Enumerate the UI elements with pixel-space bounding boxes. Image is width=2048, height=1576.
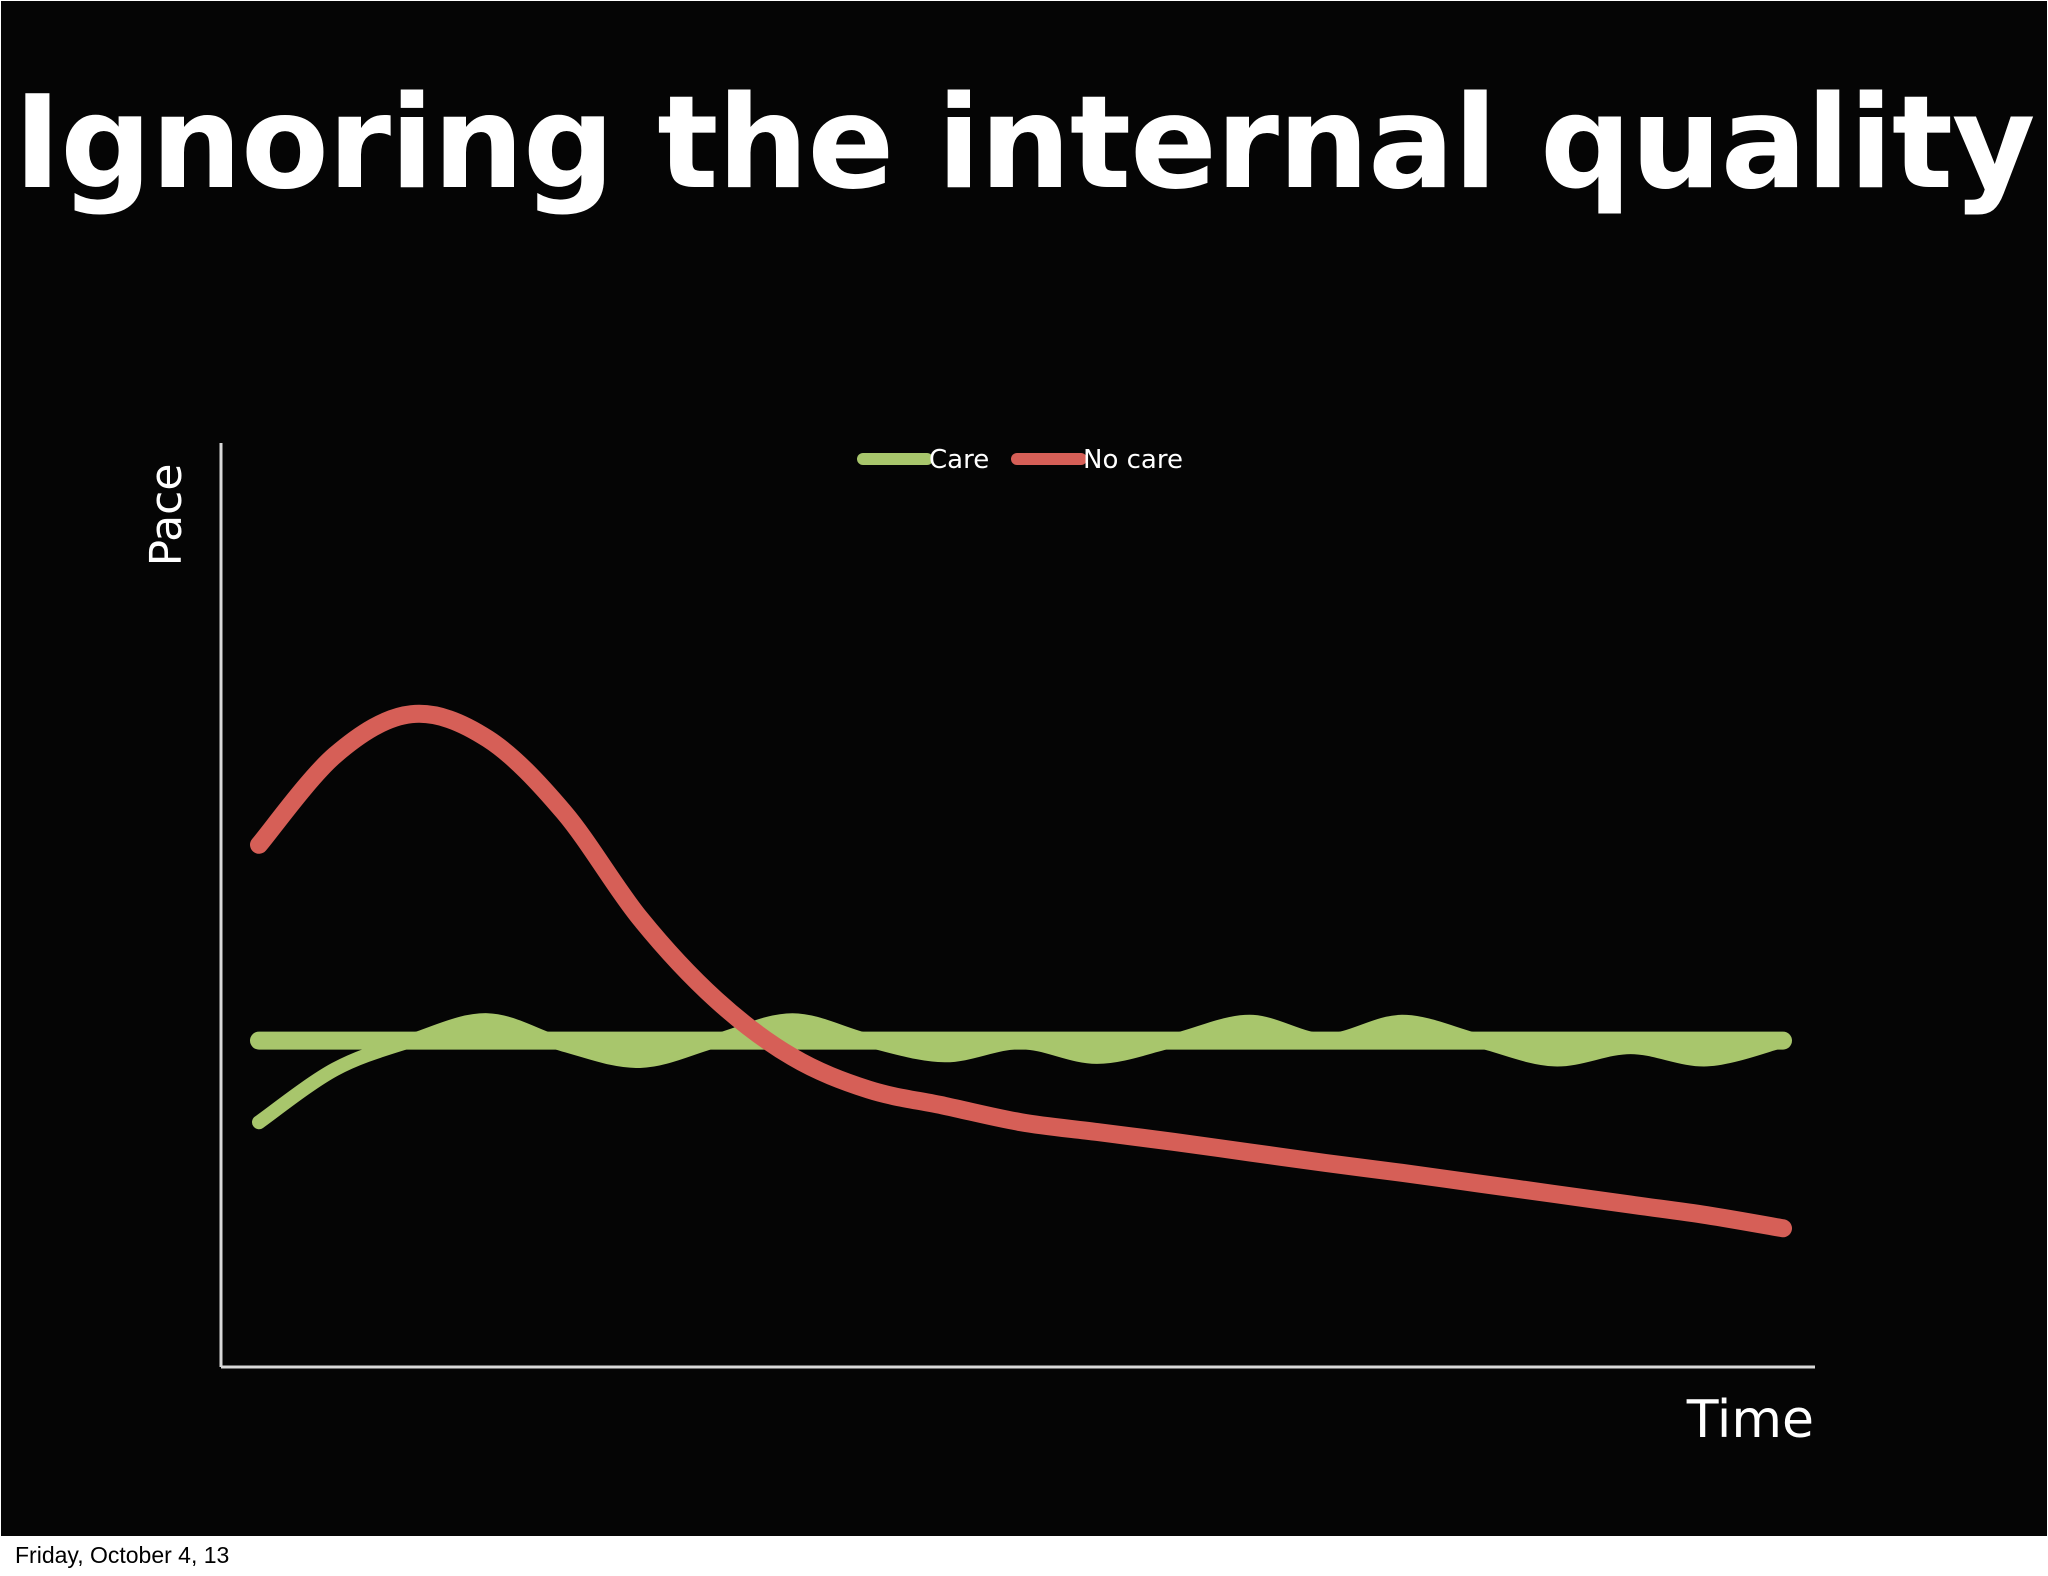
x-axis-title: Time xyxy=(1686,1390,1814,1450)
legend-label-care: Care xyxy=(929,445,989,475)
series-layer xyxy=(250,704,1792,1238)
legend-label-no-care: No care xyxy=(1083,445,1183,475)
slide-title: Ignoring the internal quality xyxy=(13,69,2036,218)
chart: Pace Time Care No care xyxy=(141,443,1815,1450)
y-axis-title: Pace xyxy=(141,464,192,567)
series-no-care-line xyxy=(250,704,1792,1238)
footer-date: Friday, October 4, 13 xyxy=(15,1542,230,1568)
slide: Ignoring the internal quality Pace Time … xyxy=(1,1,2047,1536)
legend: Care No care xyxy=(857,445,1183,475)
series-care-line xyxy=(252,1013,1790,1130)
